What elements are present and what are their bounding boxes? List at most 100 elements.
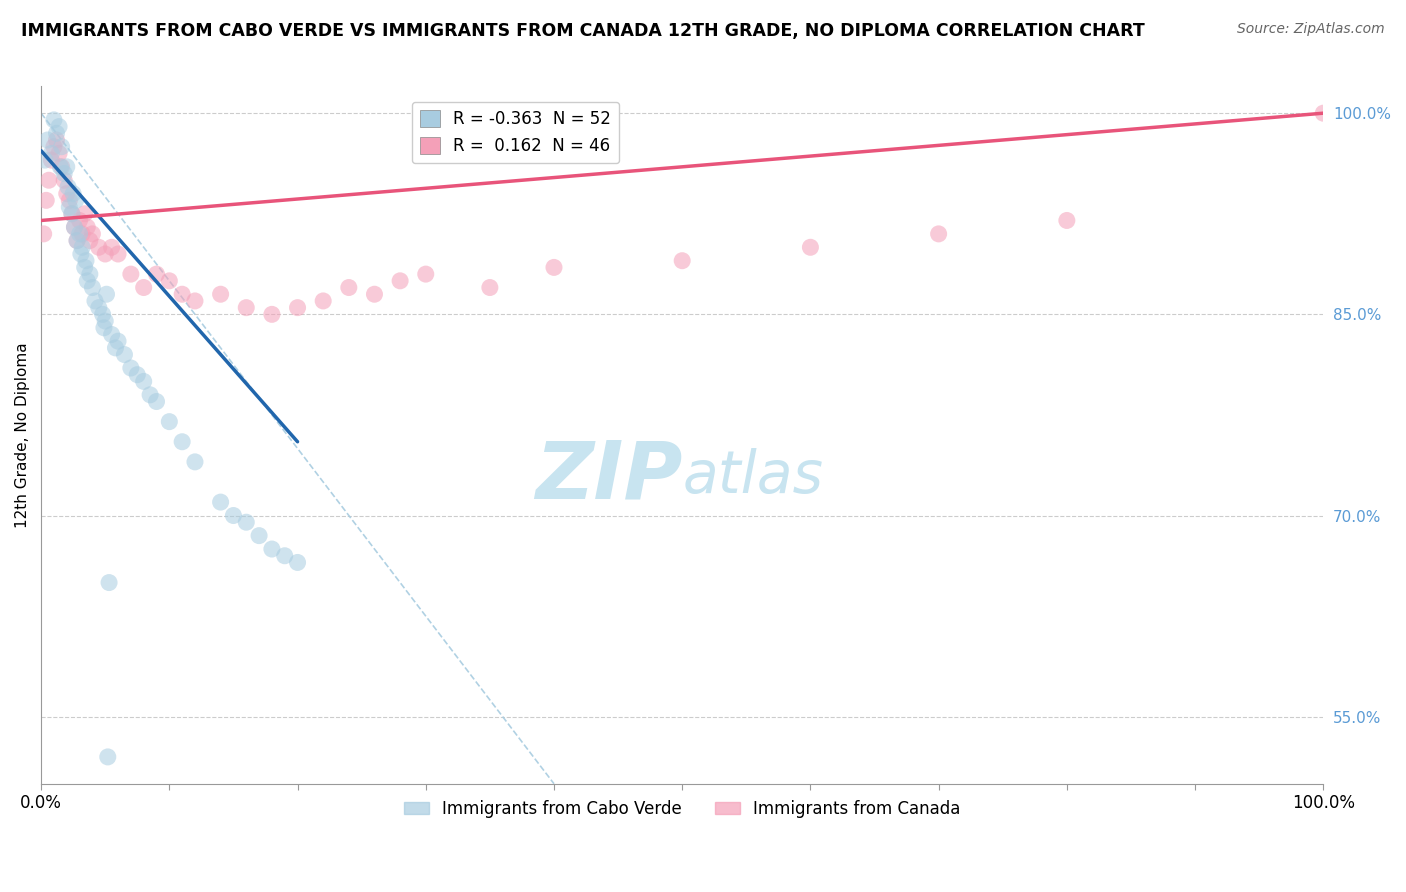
- Point: [51, 139, 73, 153]
- Point: [127, 368, 149, 382]
- Point: [82, 227, 104, 241]
- Point: [58, 200, 80, 214]
- Point: [247, 528, 270, 542]
- Legend: Immigrants from Cabo Verde, Immigrants from Canada: Immigrants from Cabo Verde, Immigrants f…: [396, 793, 967, 824]
- Point: [32, 227, 55, 241]
- Point: [53, 167, 76, 181]
- Point: [87, 301, 110, 315]
- Point: [53, 173, 76, 187]
- Point: [35, 194, 58, 208]
- Point: [157, 415, 180, 429]
- Point: [114, 348, 136, 362]
- Point: [107, 334, 129, 348]
- Point: [104, 341, 127, 355]
- Point: [70, 240, 93, 254]
- Point: [260, 307, 283, 321]
- Point: [69, 213, 91, 227]
- Point: [209, 495, 232, 509]
- Point: [76, 274, 98, 288]
- Point: [69, 227, 91, 241]
- Point: [34, 153, 56, 168]
- Point: [145, 267, 167, 281]
- Point: [1056, 213, 1078, 227]
- Point: [157, 274, 180, 288]
- Point: [48, 120, 70, 134]
- Point: [82, 280, 104, 294]
- Point: [65, 194, 87, 208]
- Point: [98, 575, 121, 590]
- Point: [94, 247, 117, 261]
- Point: [799, 240, 821, 254]
- Point: [94, 314, 117, 328]
- Point: [58, 194, 80, 208]
- Point: [389, 274, 412, 288]
- Point: [120, 267, 142, 281]
- Point: [56, 180, 79, 194]
- Point: [222, 508, 245, 523]
- Point: [337, 280, 360, 294]
- Point: [55, 186, 77, 201]
- Point: [132, 375, 155, 389]
- Point: [260, 542, 283, 557]
- Point: [55, 160, 77, 174]
- Point: [73, 207, 96, 221]
- Point: [76, 220, 98, 235]
- Point: [62, 186, 84, 201]
- Point: [100, 240, 122, 254]
- Point: [42, 112, 65, 127]
- Point: [49, 160, 72, 174]
- Point: [235, 515, 257, 529]
- Point: [312, 293, 335, 308]
- Point: [139, 388, 162, 402]
- Point: [70, 227, 93, 241]
- Point: [93, 320, 115, 334]
- Point: [172, 434, 194, 449]
- Point: [42, 139, 65, 153]
- Point: [60, 207, 83, 221]
- Point: [48, 146, 70, 161]
- Point: [41, 153, 63, 168]
- Point: [70, 247, 93, 261]
- Point: [63, 220, 86, 235]
- Text: ZIP: ZIP: [534, 438, 682, 516]
- Point: [145, 394, 167, 409]
- Point: [543, 260, 565, 275]
- Text: atlas: atlas: [682, 449, 823, 506]
- Point: [87, 240, 110, 254]
- Point: [37, 133, 59, 147]
- Point: [132, 280, 155, 294]
- Point: [51, 160, 73, 174]
- Point: [120, 361, 142, 376]
- Point: [91, 307, 114, 321]
- Point: [79, 234, 101, 248]
- Text: IMMIGRANTS FROM CABO VERDE VS IMMIGRANTS FROM CANADA 12TH GRADE, NO DIPLOMA CORR: IMMIGRANTS FROM CABO VERDE VS IMMIGRANTS…: [21, 22, 1144, 40]
- Point: [235, 301, 257, 315]
- Point: [415, 267, 437, 281]
- Point: [66, 234, 89, 248]
- Point: [45, 133, 67, 147]
- Point: [75, 253, 97, 268]
- Point: [63, 220, 86, 235]
- Point: [107, 247, 129, 261]
- Point: [274, 549, 297, 563]
- Point: [209, 287, 232, 301]
- Text: Source: ZipAtlas.com: Source: ZipAtlas.com: [1237, 22, 1385, 37]
- Point: [100, 327, 122, 342]
- Point: [60, 207, 83, 221]
- Point: [97, 750, 120, 764]
- Point: [184, 293, 207, 308]
- Point: [79, 267, 101, 281]
- Y-axis label: 12th Grade, No Diploma: 12th Grade, No Diploma: [15, 343, 30, 528]
- Point: [363, 287, 385, 301]
- Point: [287, 301, 309, 315]
- Point: [478, 280, 501, 294]
- Point: [172, 287, 194, 301]
- Point: [928, 227, 950, 241]
- Point: [73, 260, 96, 275]
- Point: [38, 173, 60, 187]
- Point: [671, 253, 693, 268]
- Point: [45, 126, 67, 140]
- Point: [96, 287, 118, 301]
- Point: [66, 234, 89, 248]
- Point: [41, 146, 63, 161]
